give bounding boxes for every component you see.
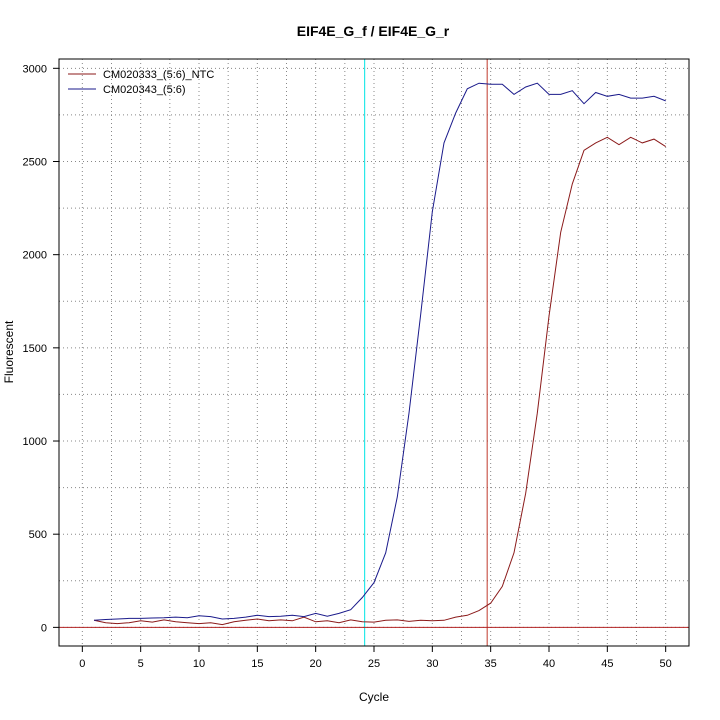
x-tick-label: 15 [251,658,263,670]
x-tick-label: 40 [543,658,555,670]
x-tick-label: 20 [310,658,322,670]
grid [59,59,689,646]
x-tick-label: 10 [193,658,205,670]
y-axis: 0 500 1000 1500 2000 2500 3000 [23,63,59,634]
x-axis-label: Cycle [359,690,389,704]
y-tick-label: 1500 [23,343,47,355]
y-tick-label: 2000 [23,250,47,262]
x-tick-label: 30 [426,658,438,670]
series-line-2 [93,82,666,621]
legend-label: CM020343_(5:6) [103,84,186,96]
x-tick-label: 5 [138,658,144,670]
x-axis: 0 5 10 15 20 25 30 35 40 45 50 [79,646,672,670]
chart-title: EIF4E_G_f / EIF4E_G_r [297,23,450,39]
series-line-1 [93,136,666,626]
y-tick-label: 1000 [23,436,47,448]
x-tick-label: 25 [368,658,380,670]
y-axis-label: Fluorescent [2,320,16,383]
y-tick-label: 500 [29,529,47,541]
x-tick-label: 45 [601,658,613,670]
legend-label: CM020333_(5:6)_NTC [103,69,214,81]
x-tick-label: 0 [79,658,85,670]
y-tick-label: 0 [41,622,47,634]
reference-lines [59,59,689,646]
legend: CM020333_(5:6)_NTC CM020343_(5:6) [68,69,214,96]
series-lines [93,82,666,626]
y-tick-label: 2500 [23,156,47,168]
x-tick-label: 35 [485,658,497,670]
x-tick-label: 50 [660,658,672,670]
y-tick-label: 3000 [23,63,47,75]
